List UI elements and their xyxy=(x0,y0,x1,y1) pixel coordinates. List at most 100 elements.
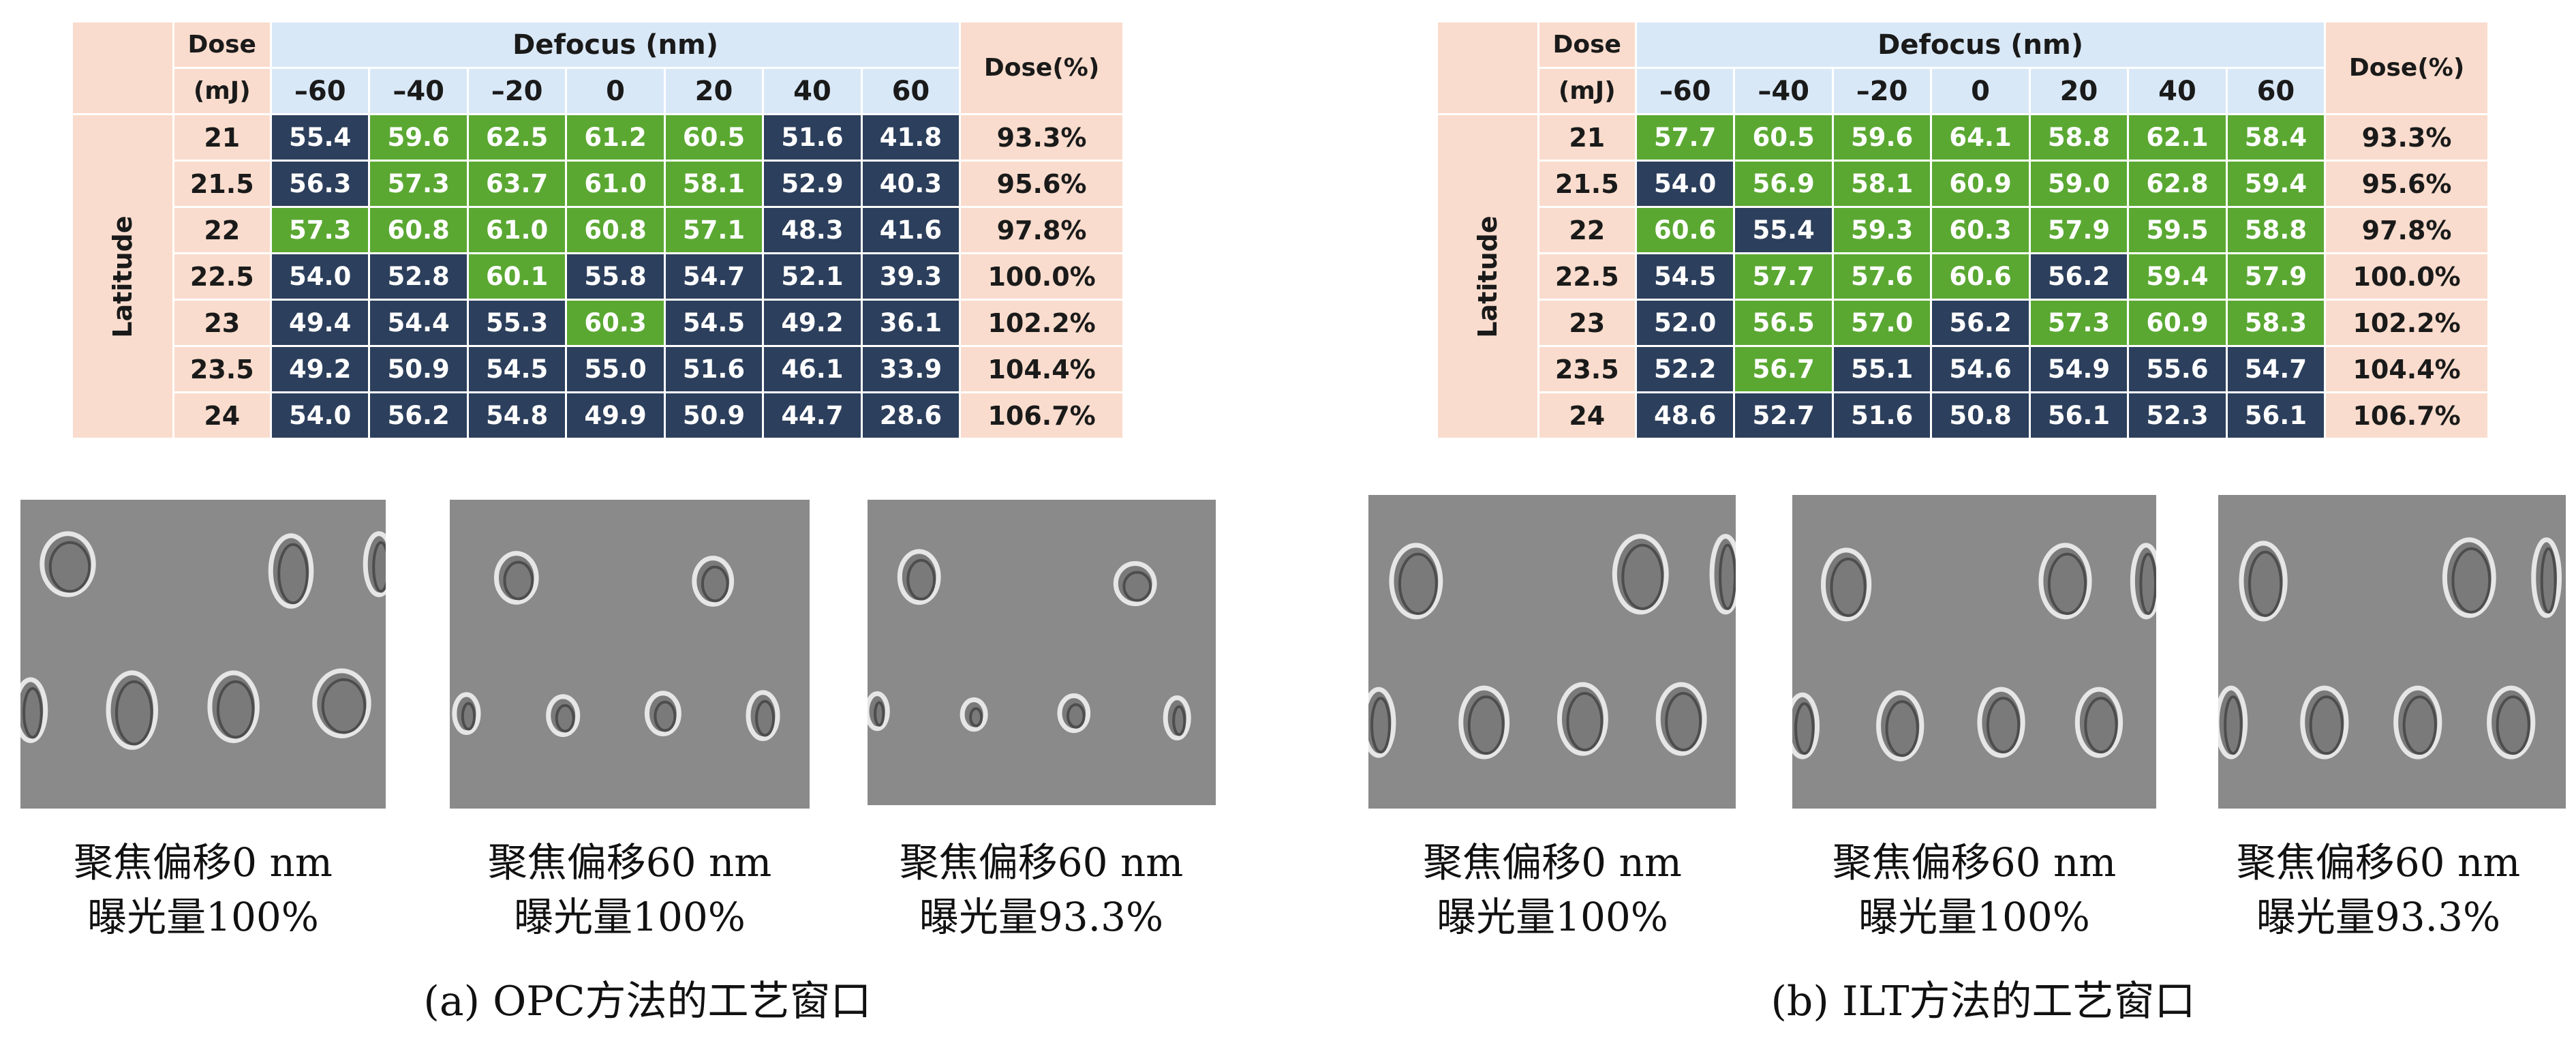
caption-dose: 曝光量100% xyxy=(1858,894,2090,940)
value-cell: 52.9 xyxy=(762,160,863,208)
dose-cell: 23.5 xyxy=(172,345,272,393)
value-cell: 56.5 xyxy=(1733,299,1834,347)
value-cell: 54.0 xyxy=(269,391,371,440)
value-cell: 60.5 xyxy=(663,113,765,162)
value-cell: 61.0 xyxy=(466,206,568,254)
dose-percent-cell: 104.4% xyxy=(2324,345,2489,393)
value-cell: 51.6 xyxy=(1831,391,1933,440)
contact-hole xyxy=(1113,561,1157,607)
header-row: (mJ) –60 –40 –20 0 20 40 60 xyxy=(72,67,1124,115)
value-cell: 55.8 xyxy=(565,252,666,301)
sem-image-opc-1 xyxy=(20,500,386,809)
sem-image-ilt-3 xyxy=(2218,495,2566,809)
dose-cell: 24 xyxy=(1537,391,1637,440)
corner-cell xyxy=(1436,20,1539,115)
contact-hole-shadow xyxy=(1467,695,1505,755)
value-cell: 49.4 xyxy=(269,299,371,347)
dose-cell: 21.5 xyxy=(1537,160,1637,208)
contact-hole xyxy=(2239,541,2288,622)
dose-percent-cell: 100.0% xyxy=(959,252,1124,301)
value-cell: 59.6 xyxy=(1831,113,1933,162)
contact-hole-shadow xyxy=(277,543,309,605)
table-row: 23.5 52.2 56.7 55.1 54.6 54.9 55.6 54.7 104.4% xyxy=(1437,345,2489,393)
value-cell: 39.3 xyxy=(860,252,962,301)
value-cell: 64.1 xyxy=(1930,113,2031,162)
value-cell: 48.6 xyxy=(1634,391,1736,440)
sem-image-opc-3 xyxy=(868,500,1216,805)
caption-dose: 曝光量93.3% xyxy=(2256,894,2501,940)
contact-hole-shadow xyxy=(1621,543,1664,610)
value-cell: 52.2 xyxy=(1634,345,1736,393)
contact-hole xyxy=(546,694,581,737)
contact-hole-shadow xyxy=(654,700,677,732)
dose-percent-cell: 104.4% xyxy=(959,345,1124,393)
dose-unit-header: (mJ) xyxy=(172,67,272,115)
contact-hole-shadow xyxy=(461,702,476,731)
table-row: 21.5 54.0 56.9 58.1 60.9 59.0 62.8 59.4 95.6% xyxy=(1437,160,2489,208)
value-cell: 55.1 xyxy=(1831,345,1933,393)
focus-column-header: 60 xyxy=(860,67,962,115)
value-cell: 57.6 xyxy=(1831,252,1933,301)
value-cell: 55.3 xyxy=(466,299,568,347)
latitude-cell: Latitude xyxy=(71,113,174,440)
contact-hole-shadow xyxy=(1398,552,1438,615)
value-cell: 36.1 xyxy=(860,299,962,347)
dose-percent-cell: 95.6% xyxy=(959,160,1124,208)
caption-focus: 聚焦偏移60 nm xyxy=(899,839,1184,886)
value-cell: 54.7 xyxy=(2225,345,2327,393)
value-cell: 60.1 xyxy=(466,252,568,301)
value-cell: 55.6 xyxy=(2127,345,2228,393)
dose-percent-header: Dose(%) xyxy=(959,20,1124,115)
value-cell: 58.3 xyxy=(2225,299,2327,347)
latitude-cell: Latitude xyxy=(1436,113,1539,440)
table-row: Latitude 21 55.4 59.6 62.5 61.2 60.5 51.6 41.8 93… xyxy=(71,113,1124,440)
value-cell: 57.3 xyxy=(269,206,371,254)
dose-cell: 21.5 xyxy=(172,160,272,208)
value-cell: 58.1 xyxy=(1831,160,1933,208)
dose-cell: 21 xyxy=(1537,113,1637,162)
value-cell: 52.1 xyxy=(762,252,863,301)
dose-percent-cell: 93.3% xyxy=(2324,113,2489,162)
value-cell: 49.2 xyxy=(269,345,371,393)
image-caption: 聚焦偏移0 nm 曝光量100% xyxy=(1348,835,1757,944)
table-row: 22 57.3 60.8 61.0 60.8 57.1 48.3 41.6 97.8% xyxy=(72,206,1124,254)
value-cell: 58.8 xyxy=(2028,113,2130,162)
value-cell: 49.2 xyxy=(762,299,863,347)
value-cell: 54.9 xyxy=(2028,345,2130,393)
value-cell: 51.6 xyxy=(663,345,765,393)
contact-hole-shadow xyxy=(969,707,983,727)
caption-focus: 聚焦偏移60 nm xyxy=(2236,839,2521,886)
focus-column-header: –20 xyxy=(466,67,568,115)
focus-column-header: –60 xyxy=(1634,67,1736,115)
value-cell: 59.5 xyxy=(2127,206,2228,254)
contact-hole-shadow xyxy=(2451,547,2491,614)
contact-hole-shadow xyxy=(1830,557,1867,617)
value-cell: 52.8 xyxy=(368,252,469,301)
value-cell: 60.6 xyxy=(1930,252,2031,301)
dose-percent-cell: 97.8% xyxy=(959,206,1124,254)
table-row: 22 60.6 55.4 59.3 60.3 57.9 59.5 58.8 97.8% xyxy=(1437,206,2489,254)
dose-percent-cell: 95.6% xyxy=(2324,160,2489,208)
value-cell: 52.7 xyxy=(1733,391,1834,440)
value-cell: 56.1 xyxy=(2028,391,2130,440)
caption-dose: 曝光量100% xyxy=(87,894,319,940)
sem-holes xyxy=(2218,537,2562,759)
caption-dose: 曝光量100% xyxy=(1437,894,1668,940)
contact-hole-shadow xyxy=(2496,695,2530,755)
caption-focus: 聚焦偏移60 nm xyxy=(1832,839,2117,886)
value-cell: 55.4 xyxy=(269,113,371,162)
defocus-header: Defocus (nm) xyxy=(1634,20,2327,69)
subcaption-b: (b) ILT方法的工艺窗口 xyxy=(1770,978,2196,1025)
value-cell: 62.8 xyxy=(2127,160,2228,208)
value-cell: 56.3 xyxy=(269,160,371,208)
contact-hole-shadow xyxy=(115,680,153,746)
value-cell: 54.5 xyxy=(466,345,568,393)
dose-header: Dose xyxy=(172,20,272,69)
image-caption: 聚焦偏移0 nm 曝光量100% xyxy=(20,835,386,944)
table-body: Dose Defocus (nm) Dose(%) (mJ) –60 –40 –20 0 20 4… xyxy=(71,20,1124,440)
contact-hole-shadow xyxy=(48,541,91,593)
focus-column-header: 20 xyxy=(2028,67,2130,115)
value-cell: 40.3 xyxy=(860,160,962,208)
dose-percent-cell: 97.8% xyxy=(2324,206,2489,254)
contact-hole-shadow xyxy=(503,560,534,601)
